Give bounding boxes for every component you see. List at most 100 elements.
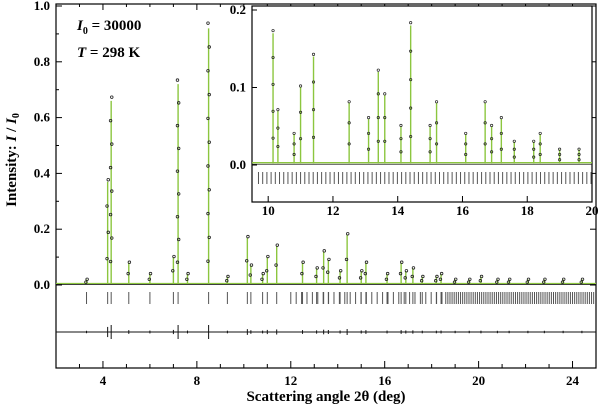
obs-point bbox=[560, 280, 565, 284]
obs-point bbox=[478, 279, 483, 283]
inset-obs-point bbox=[538, 131, 542, 135]
inset-obs-point bbox=[347, 100, 351, 104]
x-tick-label: 8 bbox=[194, 373, 201, 388]
obs-point bbox=[358, 276, 363, 280]
inset-plot-frame bbox=[251, 5, 593, 203]
obs-point bbox=[105, 204, 109, 208]
obs-point bbox=[266, 254, 270, 259]
inset-obs-point bbox=[532, 139, 536, 143]
obs-point bbox=[315, 266, 319, 270]
inset-obs-point bbox=[367, 147, 371, 151]
obs-point bbox=[364, 260, 369, 264]
obs-point bbox=[245, 259, 249, 263]
inset-y-tick-label: 0.0 bbox=[230, 157, 246, 172]
x-axis-ticks: 4 8 12 16 20 24 bbox=[55, 4, 597, 388]
inset-x-axis-ticks: 10 12 14 16 18 20 bbox=[262, 196, 599, 218]
obs-point bbox=[265, 269, 269, 273]
obs-point bbox=[126, 271, 130, 276]
inset-obs-point bbox=[435, 121, 439, 125]
obs-point bbox=[404, 269, 409, 273]
annotation-i0: I0 = 30000 bbox=[76, 18, 141, 37]
obs-point bbox=[110, 189, 114, 193]
difference-curve bbox=[56, 325, 596, 339]
obs-point bbox=[410, 274, 414, 279]
obs-point bbox=[479, 274, 484, 279]
y-tick-label: 0.2 bbox=[34, 221, 50, 236]
annotation-i0-subscript: 0 bbox=[83, 26, 88, 37]
inset-obs-point bbox=[512, 139, 516, 143]
obs-point bbox=[207, 140, 211, 144]
obs-point bbox=[105, 256, 109, 261]
inset-x-tick-label: 20 bbox=[586, 203, 599, 218]
obs-point bbox=[321, 266, 325, 270]
inset-obs-point bbox=[299, 110, 303, 114]
obs-point bbox=[248, 273, 252, 277]
obs-point bbox=[108, 165, 113, 170]
inset-y-tick-label: 0.2 bbox=[230, 2, 246, 17]
y-tick-label: 0.0 bbox=[34, 277, 50, 292]
obs-point bbox=[226, 274, 230, 279]
inset-obs-point bbox=[577, 147, 581, 151]
obs-point bbox=[542, 280, 546, 284]
obs-point bbox=[108, 212, 113, 217]
inset-x-tick-label: 14 bbox=[391, 203, 405, 218]
inset-obs-point bbox=[490, 137, 494, 141]
obs-point bbox=[261, 271, 265, 276]
obs-point bbox=[337, 276, 342, 280]
obs-point bbox=[506, 280, 511, 284]
obs-point bbox=[106, 230, 110, 235]
inset-obs-point bbox=[499, 116, 503, 120]
obs-point bbox=[562, 277, 566, 282]
inset-obs-point bbox=[299, 137, 303, 141]
obs-point bbox=[176, 101, 181, 105]
obs-point bbox=[495, 280, 499, 284]
inset-obs-point bbox=[383, 139, 387, 143]
annotation-i0-symbol: I bbox=[76, 18, 84, 34]
obs-point bbox=[326, 270, 330, 274]
obs-point bbox=[246, 234, 250, 239]
obs-point bbox=[543, 277, 547, 282]
inset-y-axis-ticks: 0.0 0.1 0.2 bbox=[230, 2, 257, 172]
inset-obs-point bbox=[512, 147, 516, 151]
obs-point bbox=[147, 277, 152, 282]
obs-point bbox=[580, 277, 585, 282]
x-axis-title: Scattering angle 2θ (deg) bbox=[246, 389, 405, 405]
inset-obs-point bbox=[347, 142, 351, 146]
inset-obs-point bbox=[292, 152, 296, 157]
y-axis-title-slash: / bbox=[4, 124, 20, 136]
inset-obs-point bbox=[428, 123, 432, 128]
inset-bragg-tick-marks bbox=[257, 172, 592, 184]
obs-point bbox=[106, 178, 110, 182]
inset-obs-point bbox=[464, 142, 468, 146]
inset-calculated-profile bbox=[252, 25, 592, 164]
inset-obs-point bbox=[409, 78, 413, 82]
obs-point bbox=[452, 280, 457, 284]
inset-obs-point bbox=[367, 116, 371, 120]
inset-y-tick-label: 0.1 bbox=[230, 80, 246, 95]
obs-point bbox=[384, 277, 389, 282]
x-tick-label: 20 bbox=[472, 373, 485, 388]
obs-point bbox=[175, 169, 180, 173]
obs-point bbox=[148, 271, 153, 276]
obs-point bbox=[175, 260, 180, 264]
obs-point bbox=[496, 277, 500, 282]
obs-point bbox=[300, 271, 304, 276]
obs-point bbox=[525, 280, 530, 284]
inset-obs-point bbox=[311, 135, 316, 139]
obs-point bbox=[85, 277, 89, 282]
inset-obs-point bbox=[558, 147, 562, 151]
inset-obs-point bbox=[376, 139, 380, 143]
obs-point bbox=[526, 277, 531, 282]
obs-point bbox=[438, 277, 443, 282]
y-axis-title: Intensity: I / I0 bbox=[4, 113, 22, 207]
obs-point bbox=[108, 118, 113, 123]
obs-point bbox=[206, 69, 210, 73]
inset-obs-point bbox=[409, 134, 413, 139]
inset-obs-point bbox=[383, 92, 387, 96]
obs-point bbox=[466, 280, 471, 284]
inset-obs-point bbox=[399, 150, 403, 154]
obs-point bbox=[185, 277, 189, 282]
obs-point bbox=[176, 192, 181, 196]
obs-point bbox=[207, 92, 211, 97]
